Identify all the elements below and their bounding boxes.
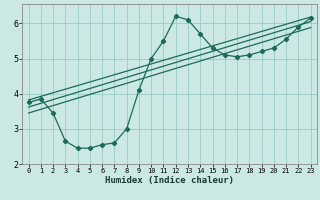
X-axis label: Humidex (Indice chaleur): Humidex (Indice chaleur) xyxy=(105,176,234,185)
